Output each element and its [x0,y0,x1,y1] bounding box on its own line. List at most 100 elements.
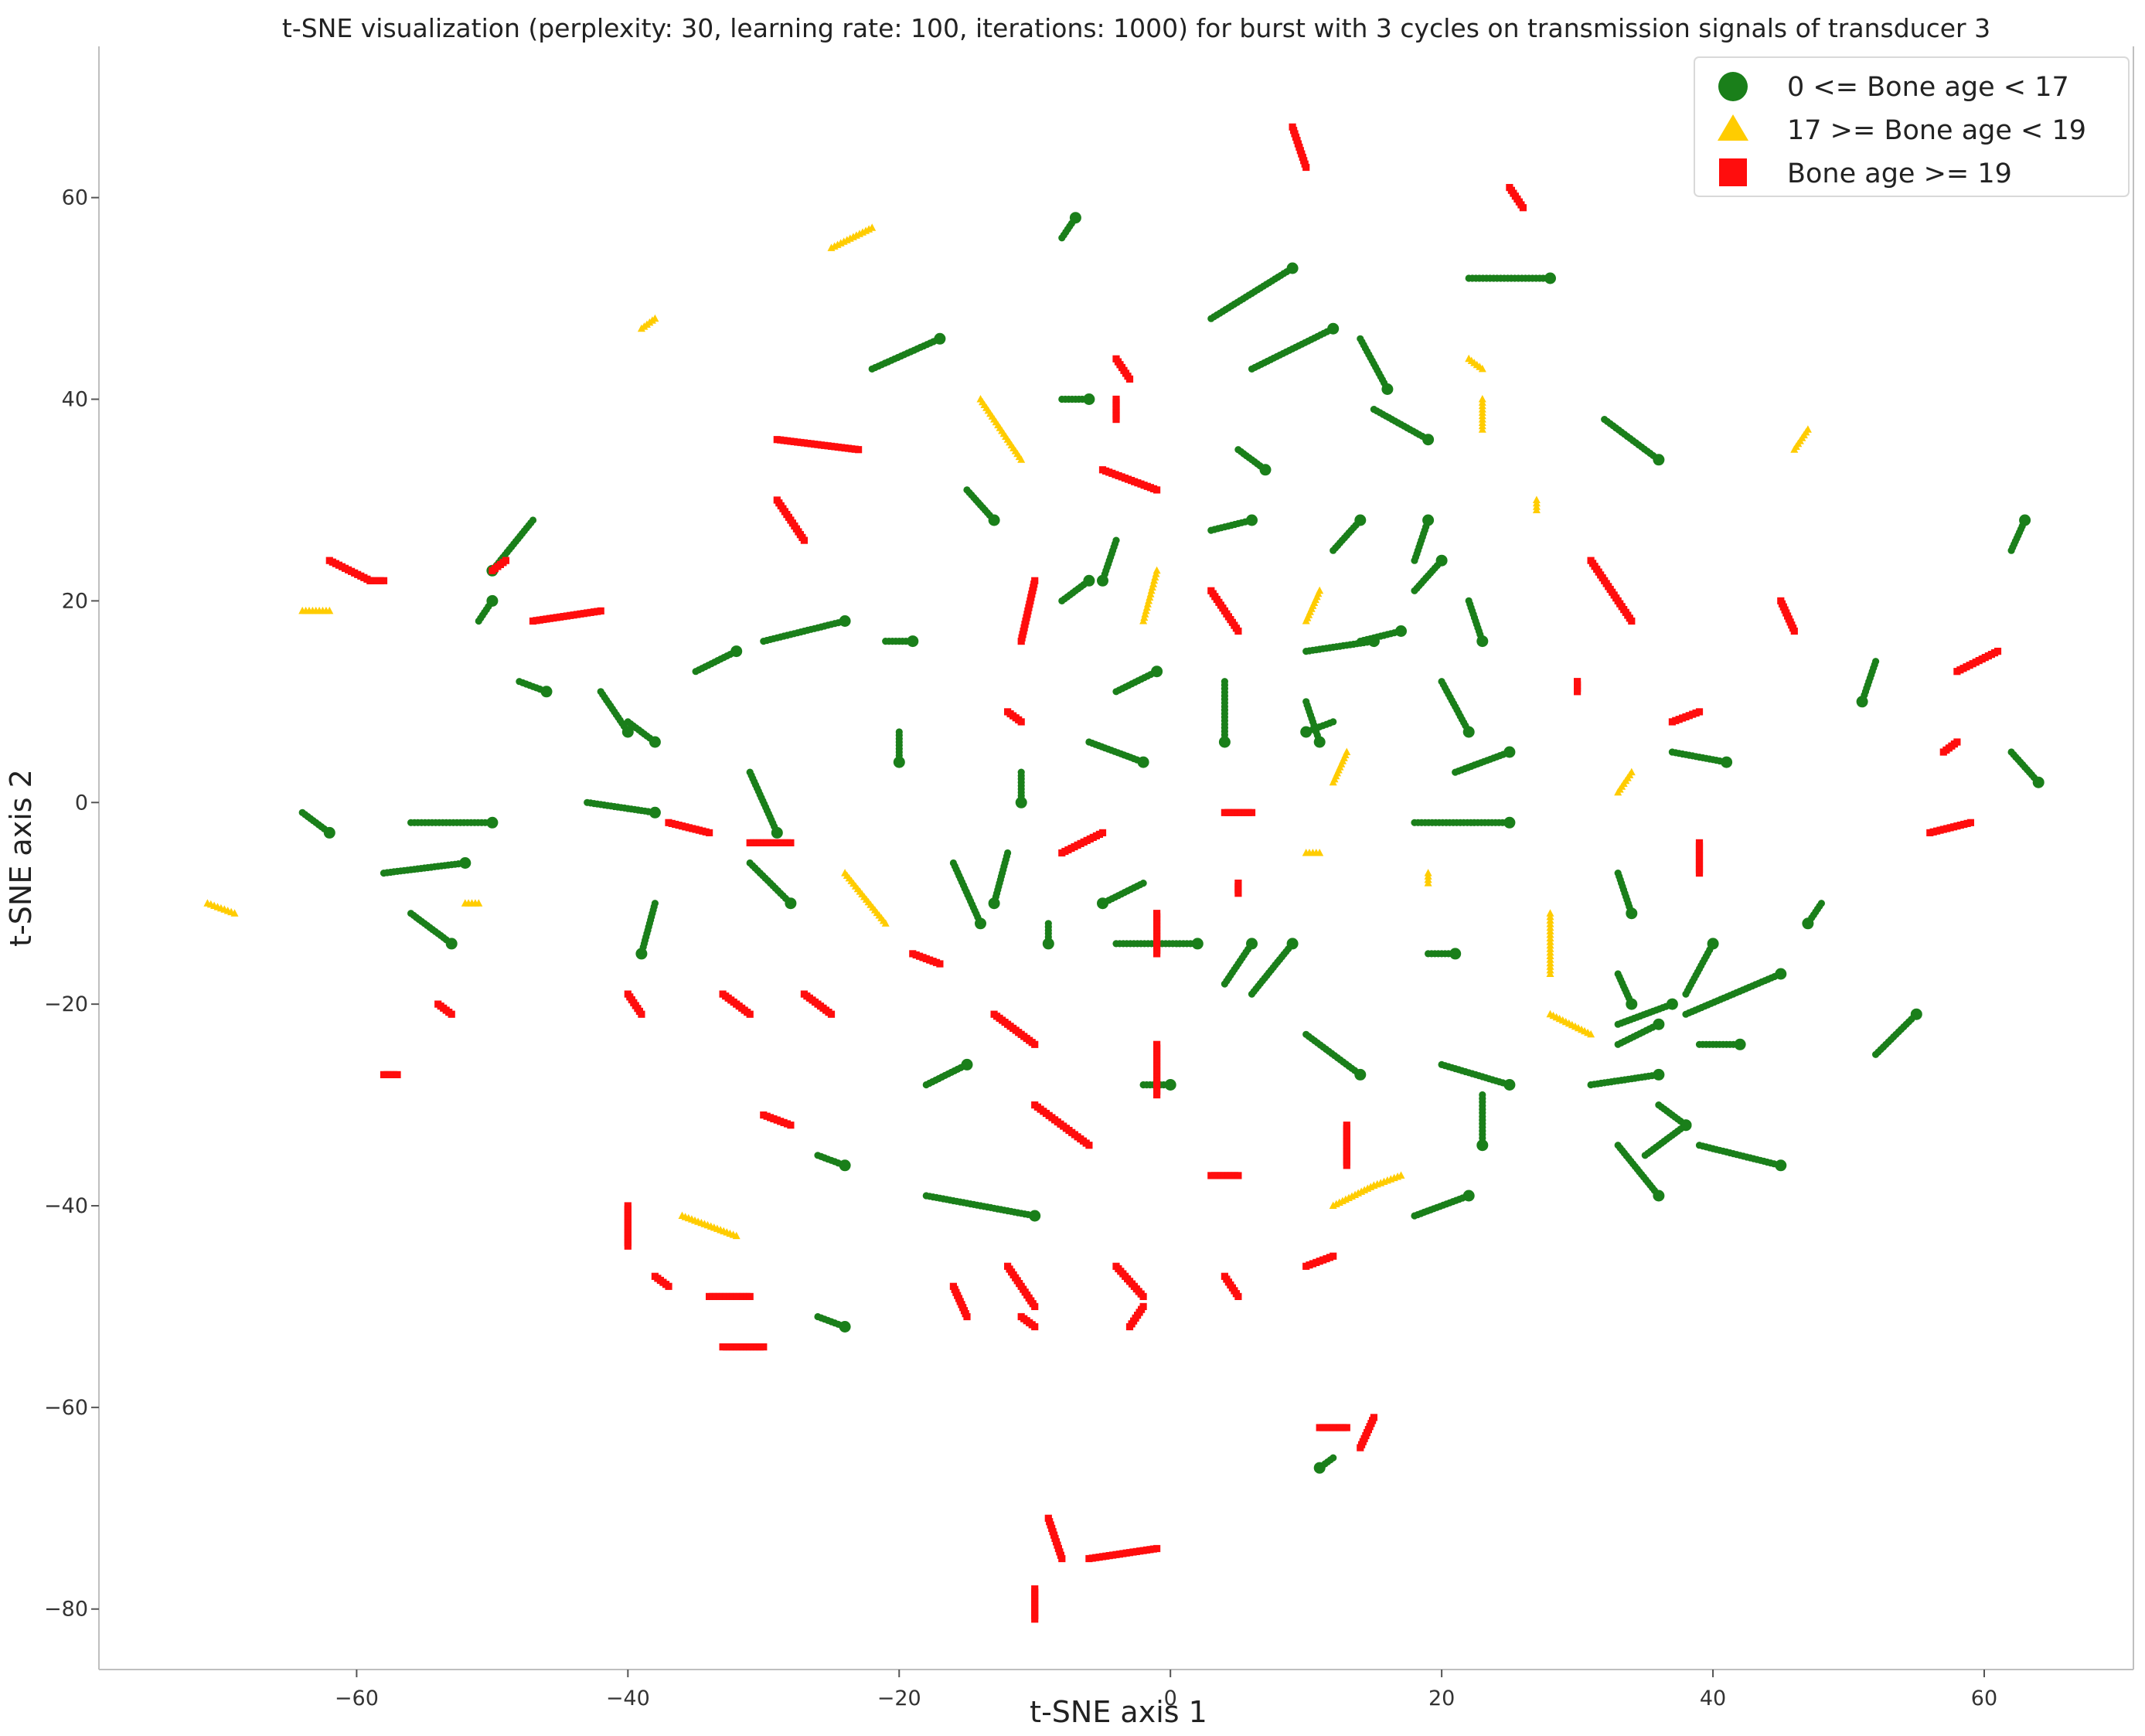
data-point [1653,1018,1665,1030]
x-axis-ticks: −60 −40 −20 0 20 40 60 [335,1670,1997,1710]
data-point [1191,938,1204,950]
data-point [1775,968,1787,980]
data-point [1381,383,1394,395]
data-point [1017,718,1025,726]
data-point [1424,879,1432,887]
data-point [1519,204,1527,212]
data-point [1775,1159,1787,1172]
data-point [1151,665,1163,678]
data-point [1083,393,1095,405]
data-point [706,829,713,836]
data-point [787,1122,795,1129]
y-tick-label: −80 [44,1598,88,1622]
data-point [855,446,863,454]
data-point [1234,890,1242,897]
data-point [746,1010,754,1018]
y-tick-label: −20 [44,992,88,1016]
data-point [1532,505,1541,513]
data-point [1153,1084,1161,1091]
data-point [1354,1068,1367,1081]
data-point [486,816,499,829]
data-point [881,919,890,927]
data-point [638,1010,645,1018]
data-point [1313,736,1326,748]
legend-label-red: Bone age >= 19 [1787,158,2012,189]
data-point [325,606,334,614]
data-point [1153,486,1161,494]
data-point [1137,756,1149,768]
data-point [839,1321,851,1333]
data-point [1435,554,1448,567]
data-point [1083,574,1095,587]
data-point [771,826,783,839]
data-point [1164,1079,1176,1091]
data-point [1422,434,1435,446]
data-point [1246,514,1258,526]
data-point [1125,1322,1134,1331]
data-point [1370,1414,1377,1421]
data-point [1031,1615,1039,1623]
data-point [649,736,661,748]
data-point [1503,816,1516,829]
data-point [1653,1190,1665,1202]
data-point [2019,514,2031,526]
data-point [893,756,905,768]
data-point [1058,1554,1066,1563]
data-point [1966,819,1974,826]
data-point [1316,586,1324,594]
data-point [459,857,472,869]
data-point [1449,948,1462,960]
data-point [1031,1322,1039,1331]
data-point [1395,625,1407,637]
data-point [730,645,743,658]
data-point [1707,938,1719,950]
data-point [1478,364,1486,373]
data-point [540,686,553,698]
data-point [1856,696,1868,708]
data-point [1234,627,1242,635]
data-point [1653,454,1665,466]
legend: 0 <= Bone age < 17 17 >= Bone age < 19 B… [1694,56,2130,197]
data-point [1125,375,1134,383]
x-tick-label: 0 [1164,1687,1177,1710]
data-point [1098,829,1107,836]
data-point [1343,747,1351,755]
data-point [936,960,944,968]
data-point [963,1312,971,1321]
data-point [1803,425,1812,433]
data-point [934,332,946,345]
y-tick-label: 0 [75,791,88,815]
data-point [1286,262,1299,274]
series-2 [325,123,2002,1623]
data-point [323,826,335,839]
data-point [1153,1080,1161,1088]
legend-frame [1694,56,2130,197]
data-point [1628,617,1636,625]
series-1 [203,223,1812,1240]
data-point [1734,1038,1746,1050]
data-point [1097,897,1108,910]
data-point [624,1242,632,1250]
data-point [1153,950,1161,958]
data-point [1544,272,1556,284]
chart-title: t-SNE visualization (perplexity: 30, lea… [282,13,1990,43]
x-tick-label: −40 [606,1687,650,1710]
data-point [961,1058,973,1071]
x-tick-label: 20 [1428,1687,1455,1710]
data-point [1042,938,1054,950]
x-tick-label: 60 [1971,1687,1997,1710]
data-point [1343,1162,1350,1169]
y-tick-label: −40 [44,1194,88,1218]
data-point [1910,1008,1922,1020]
data-point [597,607,604,614]
x-tick-label: −20 [877,1687,921,1710]
data-point [1476,635,1489,648]
y-axis-label: t-SNE axis 2 [4,769,38,947]
data-point [1802,917,1814,930]
y-tick-label: 40 [62,388,88,412]
data-point [1422,514,1435,526]
data-point [1953,738,1961,746]
data-point [230,909,239,917]
data-point [1153,1048,1161,1056]
